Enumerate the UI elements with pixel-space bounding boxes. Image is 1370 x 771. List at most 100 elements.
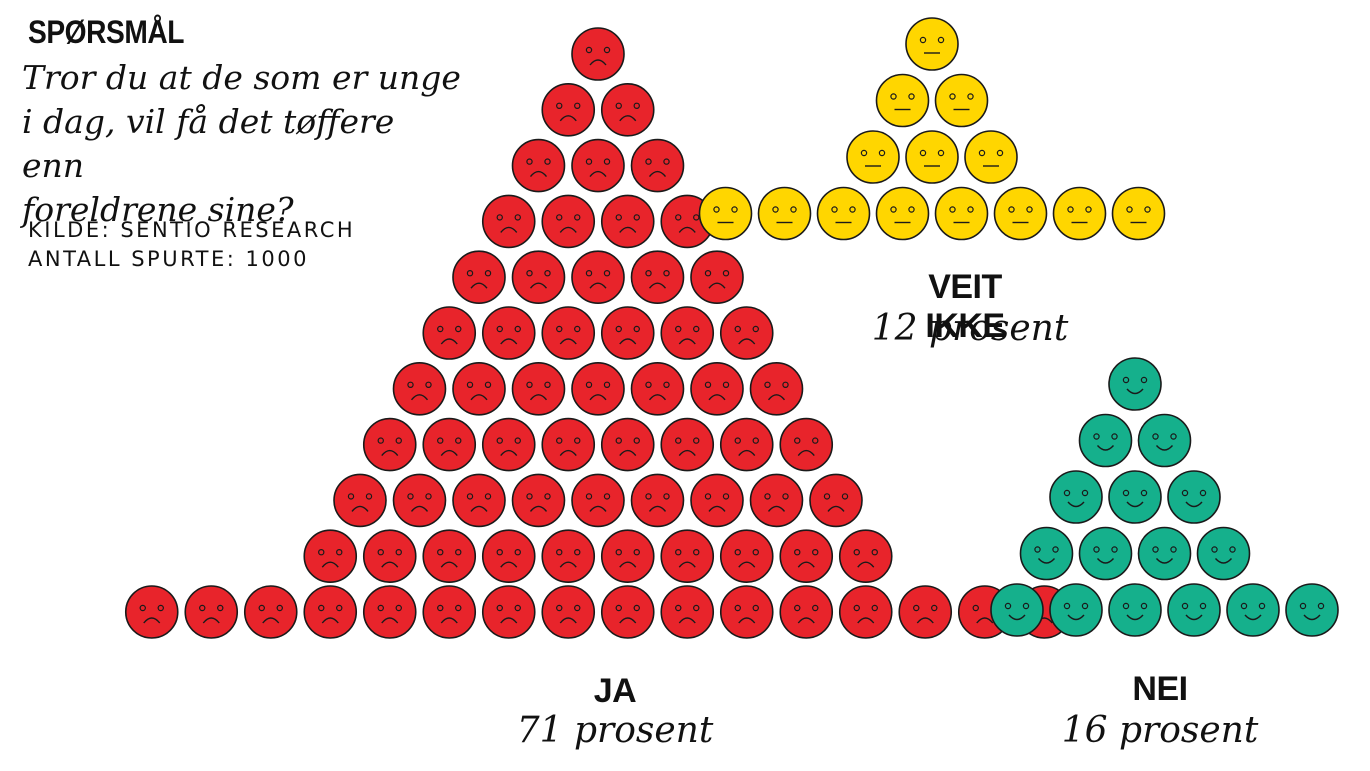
happy-face-icon xyxy=(1078,413,1133,468)
category-value-nei: 16 prosent xyxy=(1061,710,1259,751)
sad-face-icon xyxy=(541,306,596,360)
sad-face-icon xyxy=(481,529,536,584)
happy-face-icon xyxy=(1019,526,1074,581)
sad-face-icon xyxy=(630,138,685,193)
sad-face-icon xyxy=(481,194,536,249)
neutral-face-icon xyxy=(1052,186,1107,241)
sad-face-icon xyxy=(392,361,447,416)
happy-face-icon xyxy=(1078,526,1133,581)
sad-face-icon xyxy=(452,250,506,305)
sad-face-icon xyxy=(809,473,863,528)
sad-face-icon xyxy=(303,585,358,639)
neutral-face-icon xyxy=(875,186,930,241)
sad-face-icon xyxy=(838,585,893,639)
neutral-face-icon xyxy=(905,17,959,71)
sad-face-icon xyxy=(243,585,298,639)
respondents-label: ANTALL SPURTE: 1000 xyxy=(28,247,309,271)
happy-face-icon xyxy=(1285,583,1339,637)
sad-face-icon xyxy=(838,529,893,584)
question-line-1: Tror du at de som er unge xyxy=(22,58,461,97)
sad-face-icon xyxy=(511,138,566,193)
question-line-3: foreldrene sine? xyxy=(22,190,294,229)
question-text: Tror du at de som er unge i dag, vil få … xyxy=(22,56,462,232)
sad-face-icon xyxy=(749,361,804,416)
neutral-face-icon xyxy=(1111,186,1166,241)
sad-face-icon xyxy=(600,585,655,639)
neutral-face-icon xyxy=(846,130,900,184)
sad-face-icon xyxy=(422,417,477,472)
sad-face-icon xyxy=(571,361,625,416)
happy-face-icon xyxy=(990,583,1044,637)
sad-face-icon xyxy=(600,83,655,137)
category-label-nei: NEI xyxy=(1132,670,1188,708)
happy-face-icon xyxy=(1137,413,1192,468)
sad-face-icon xyxy=(422,529,477,584)
neutral-face-icon xyxy=(993,186,1048,241)
sad-face-icon xyxy=(719,529,774,584)
category-value-veit-ikke: 12 prosent xyxy=(871,308,1069,349)
pyramid-veit-ikke xyxy=(698,17,1166,241)
sad-face-icon xyxy=(541,529,596,584)
category-label-ja: JA xyxy=(593,672,637,710)
sad-face-icon xyxy=(184,585,239,639)
happy-face-icon xyxy=(1226,583,1280,637)
sad-face-icon xyxy=(660,529,715,584)
sad-face-icon xyxy=(303,529,358,584)
neutral-face-icon xyxy=(934,186,989,241)
sad-face-icon xyxy=(719,306,774,360)
sad-face-icon xyxy=(600,194,655,249)
sad-face-icon xyxy=(898,585,953,639)
sad-face-icon xyxy=(749,473,804,528)
sad-face-icon xyxy=(630,250,685,305)
sad-face-icon xyxy=(600,306,655,360)
happy-face-icon xyxy=(1108,583,1162,637)
sad-face-icon xyxy=(124,585,179,639)
sad-face-icon xyxy=(779,585,834,639)
pyramid-ja xyxy=(124,27,1072,639)
neutral-face-icon xyxy=(905,130,959,184)
sad-face-icon xyxy=(541,83,596,137)
category-label-veit-ikke: VEIT IKKE xyxy=(925,268,1005,345)
sad-face-icon xyxy=(690,250,744,305)
sad-face-icon xyxy=(452,361,506,416)
sad-face-icon xyxy=(571,27,625,81)
happy-face-icon xyxy=(1049,583,1103,637)
neutral-face-icon xyxy=(757,186,812,241)
sad-face-icon xyxy=(333,473,387,528)
question-heading: SPØRSMÅL xyxy=(28,14,185,50)
sad-face-icon xyxy=(362,585,417,639)
sad-face-icon xyxy=(690,473,744,528)
happy-face-icon xyxy=(1108,357,1162,411)
sad-face-icon xyxy=(481,585,536,639)
sad-face-icon xyxy=(541,585,596,639)
sad-face-icon xyxy=(630,361,685,416)
happy-face-icon xyxy=(1167,470,1221,524)
happy-face-icon xyxy=(1167,583,1221,637)
neutral-face-icon xyxy=(875,73,930,128)
neutral-face-icon xyxy=(698,186,753,241)
sad-face-icon xyxy=(779,529,834,584)
neutral-face-icon xyxy=(964,130,1018,184)
sad-face-icon xyxy=(571,250,625,305)
sad-face-icon xyxy=(571,138,625,193)
neutral-face-icon xyxy=(816,186,871,241)
sad-face-icon xyxy=(392,473,447,528)
source-label: KILDE: SENTIO RESEARCH xyxy=(28,218,356,242)
sad-face-icon xyxy=(541,417,596,472)
sad-face-icon xyxy=(660,585,715,639)
sad-face-icon xyxy=(452,473,506,528)
happy-face-icon xyxy=(1196,526,1251,581)
sad-face-icon xyxy=(600,417,655,472)
sad-face-icon xyxy=(511,473,566,528)
sad-face-icon xyxy=(481,306,536,360)
sad-face-icon xyxy=(779,417,834,472)
category-value-ja: 71 prosent xyxy=(516,710,714,751)
sad-face-icon xyxy=(719,585,774,639)
sad-face-icon xyxy=(600,529,655,584)
sad-face-icon xyxy=(511,250,566,305)
sad-face-icon xyxy=(660,417,715,472)
sad-face-icon xyxy=(481,417,536,472)
neutral-face-icon xyxy=(934,73,989,128)
sad-face-icon xyxy=(422,585,477,639)
sad-face-icon xyxy=(660,306,715,360)
